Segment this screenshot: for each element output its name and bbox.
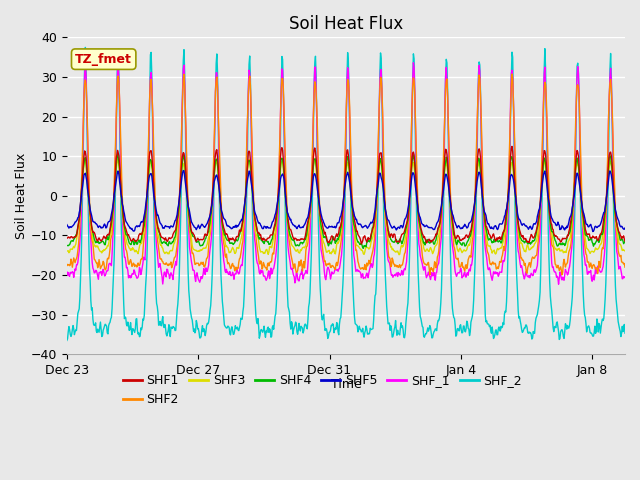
SHF2 xyxy=(138,256,146,262)
SHF1 xyxy=(358,241,365,247)
SHF_2 xyxy=(63,337,70,343)
SHF2 xyxy=(127,257,134,263)
SHF1 xyxy=(138,230,146,236)
SHF_2 xyxy=(400,334,408,340)
Line: SHF2: SHF2 xyxy=(67,74,625,275)
SHF5 xyxy=(179,168,187,173)
SHF_1 xyxy=(410,60,417,66)
SHF1 xyxy=(490,234,498,240)
Line: SHF_1: SHF_1 xyxy=(67,63,625,284)
SHF4 xyxy=(353,236,360,241)
SHF_2 xyxy=(353,322,360,328)
SHF3 xyxy=(401,240,408,245)
SHF3 xyxy=(114,156,122,162)
SHF5 xyxy=(621,225,629,231)
SHF3 xyxy=(63,248,70,254)
SHF3 xyxy=(177,186,184,192)
SHF5 xyxy=(490,224,498,229)
SHF1 xyxy=(127,237,134,243)
SHF4 xyxy=(63,242,70,248)
SHF_2 xyxy=(139,316,147,322)
Line: SHF3: SHF3 xyxy=(67,159,625,255)
Line: SHF4: SHF4 xyxy=(67,155,625,248)
SHF5 xyxy=(589,228,596,234)
SHF1 xyxy=(621,238,629,244)
Line: SHF5: SHF5 xyxy=(67,170,625,231)
SHF4 xyxy=(491,239,499,245)
SHF3 xyxy=(395,252,403,258)
SHF5 xyxy=(63,222,70,228)
Text: TZ_fmet: TZ_fmet xyxy=(76,53,132,66)
SHF1 xyxy=(176,187,184,192)
SHF3 xyxy=(621,248,629,254)
SHF4 xyxy=(401,231,408,237)
SHF1 xyxy=(400,230,408,236)
SHF_2 xyxy=(621,330,629,336)
SHF4 xyxy=(139,228,147,234)
SHF5 xyxy=(138,219,146,225)
SHF_2 xyxy=(177,219,184,225)
Title: Soil Heat Flux: Soil Heat Flux xyxy=(289,15,403,33)
Line: SHF1: SHF1 xyxy=(67,146,625,244)
SHF1 xyxy=(508,144,516,149)
Legend: SHF1, SHF2, SHF3, SHF4, SHF5, SHF_1, SHF_2: SHF1, SHF2, SHF3, SHF4, SHF5, SHF_1, SHF… xyxy=(118,369,527,411)
SHF2 xyxy=(490,261,498,267)
SHF3 xyxy=(139,234,147,240)
SHF2 xyxy=(621,264,629,270)
SHF4 xyxy=(360,245,367,251)
SHF4 xyxy=(114,152,122,157)
SHF_1 xyxy=(490,269,498,275)
SHF4 xyxy=(127,241,135,247)
SHF_1 xyxy=(176,208,184,214)
SHF_1 xyxy=(352,268,360,274)
SHF4 xyxy=(621,239,629,244)
Y-axis label: Soil Heat Flux: Soil Heat Flux xyxy=(15,153,28,239)
SHF_2 xyxy=(127,326,135,332)
SHF5 xyxy=(400,220,408,226)
SHF3 xyxy=(353,242,360,248)
SHF2 xyxy=(426,272,434,278)
SHF_2 xyxy=(490,334,498,340)
SHF2 xyxy=(399,259,407,264)
SHF5 xyxy=(353,216,360,222)
SHF_2 xyxy=(81,45,89,50)
SHF5 xyxy=(176,192,184,198)
SHF_1 xyxy=(63,269,70,275)
SHF_1 xyxy=(621,275,629,280)
SHF1 xyxy=(352,225,360,231)
SHF2 xyxy=(352,248,360,253)
SHF3 xyxy=(491,251,499,256)
SHF_1 xyxy=(555,281,563,287)
SHF2 xyxy=(176,183,184,189)
SHF2 xyxy=(63,263,70,268)
Line: SHF_2: SHF_2 xyxy=(67,48,625,340)
SHF2 xyxy=(508,71,516,77)
X-axis label: Time: Time xyxy=(331,378,362,391)
SHF_1 xyxy=(399,272,407,277)
SHF_1 xyxy=(138,264,146,270)
SHF1 xyxy=(63,235,70,241)
SHF5 xyxy=(127,225,134,231)
SHF_1 xyxy=(127,275,134,281)
SHF4 xyxy=(177,181,184,187)
SHF3 xyxy=(127,246,135,252)
